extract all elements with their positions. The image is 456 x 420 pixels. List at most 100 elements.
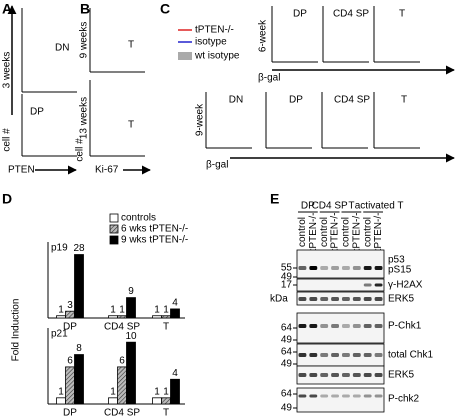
time-label: 13 weeks [79,97,90,139]
blot-strip [296,249,385,279]
group-label: CD4 SP [312,201,348,212]
protein-label: P-chk2 [388,394,420,405]
mw-marker: 49 [281,359,293,370]
axis-label: β-gal [206,160,228,171]
bar [117,315,127,319]
group-label: T [348,201,354,212]
bar [56,315,66,319]
blot-band [331,394,339,398]
blot-band [342,297,350,301]
x-tick-label: T [163,322,169,333]
blot-band [363,324,372,328]
bar [56,397,66,405]
x-tick-label: DP [63,408,77,419]
legend-label: isotype [195,37,227,48]
population-label: T [399,9,405,20]
blot-band [363,297,372,301]
data-label: 1 [154,386,160,397]
panel-label: A [2,1,12,17]
blot-band [342,353,350,357]
legend-label: wt isotype [194,51,240,62]
protein-label: ERK5 [388,370,415,381]
kda-label: kDa [270,294,288,305]
data-label: 1 [110,386,116,397]
bar [161,397,171,405]
lane-label: tPTEN-/- [308,213,319,252]
bar [161,315,171,319]
time-label: 9-week [195,103,206,136]
bar [152,315,162,319]
group-label: DP [301,201,315,212]
bar [117,366,127,405]
protein-label: ERK5 [388,294,415,305]
bar [65,366,75,405]
time-label: 3 weeks [2,52,13,89]
lane-label: tPTEN-/- [330,213,341,252]
bar [108,315,118,319]
mw-marker: 17 [281,280,293,291]
data-label: 1 [154,304,160,315]
blot-band [374,324,383,328]
chart-title: p19 [51,243,68,254]
lane-label: tPTEN-/- [351,213,362,252]
blot-band [320,394,329,398]
blot-band [374,266,383,270]
axis-label: PTEN [8,165,35,176]
axis-label: β-gal [258,73,280,84]
blot-strip [296,291,385,306]
protein-label: γ-H2AX [388,280,423,291]
data-label: 1 [163,304,169,315]
mw-marker: 64 [281,323,293,334]
legend-label: 9 wks tPTEN-/- [121,235,188,246]
protein-label: pS15 [388,265,412,276]
data-label: 1 [119,304,125,315]
mw-marker: 49 [281,403,293,414]
data-label: 6 [119,356,125,367]
population-label: DN [229,95,243,106]
blot-band [298,297,307,301]
legend-swatch [109,213,119,223]
blot-strip [296,387,385,413]
legend-label: controls [121,213,156,224]
blot-band [331,353,339,357]
blot-band [320,353,329,357]
blot-band [309,297,318,301]
blot-band [363,283,372,287]
blot-band [342,394,350,398]
data-label: 1 [58,304,64,315]
data-label: 1 [58,386,64,397]
bar [152,397,162,405]
blot-band [352,266,361,270]
data-label: 9 [128,286,134,297]
blot-band [320,373,329,377]
data-label: 4 [172,298,178,309]
blot-band [320,324,329,328]
protein-label: P-Chk1 [388,321,422,332]
blot-band [331,324,339,328]
blot-band [342,266,350,270]
blot-strip [296,365,385,385]
blot-band [352,297,361,301]
blot-band [309,353,318,357]
x-tick-label: DP [63,322,77,333]
blot-band [374,353,383,357]
blot-band [363,266,372,270]
lane-label: control [362,217,373,247]
bar [126,297,136,319]
blot-band [320,297,329,301]
protein-label: total Chk1 [388,350,433,361]
time-label: 9 weeks [79,22,90,59]
blot-band [331,297,339,301]
blot-band [363,373,372,377]
blot-band [298,373,307,377]
lane-label: control [341,217,352,247]
blot-band [374,283,383,287]
blot-band [298,266,307,270]
data-label: 6 [67,356,73,367]
data-label: 3 [67,300,73,311]
lane-label: control [297,217,308,247]
axis-label: cell # [2,128,13,152]
legend-label: tPTEN-/- [195,25,234,36]
blot-strip [296,312,385,344]
